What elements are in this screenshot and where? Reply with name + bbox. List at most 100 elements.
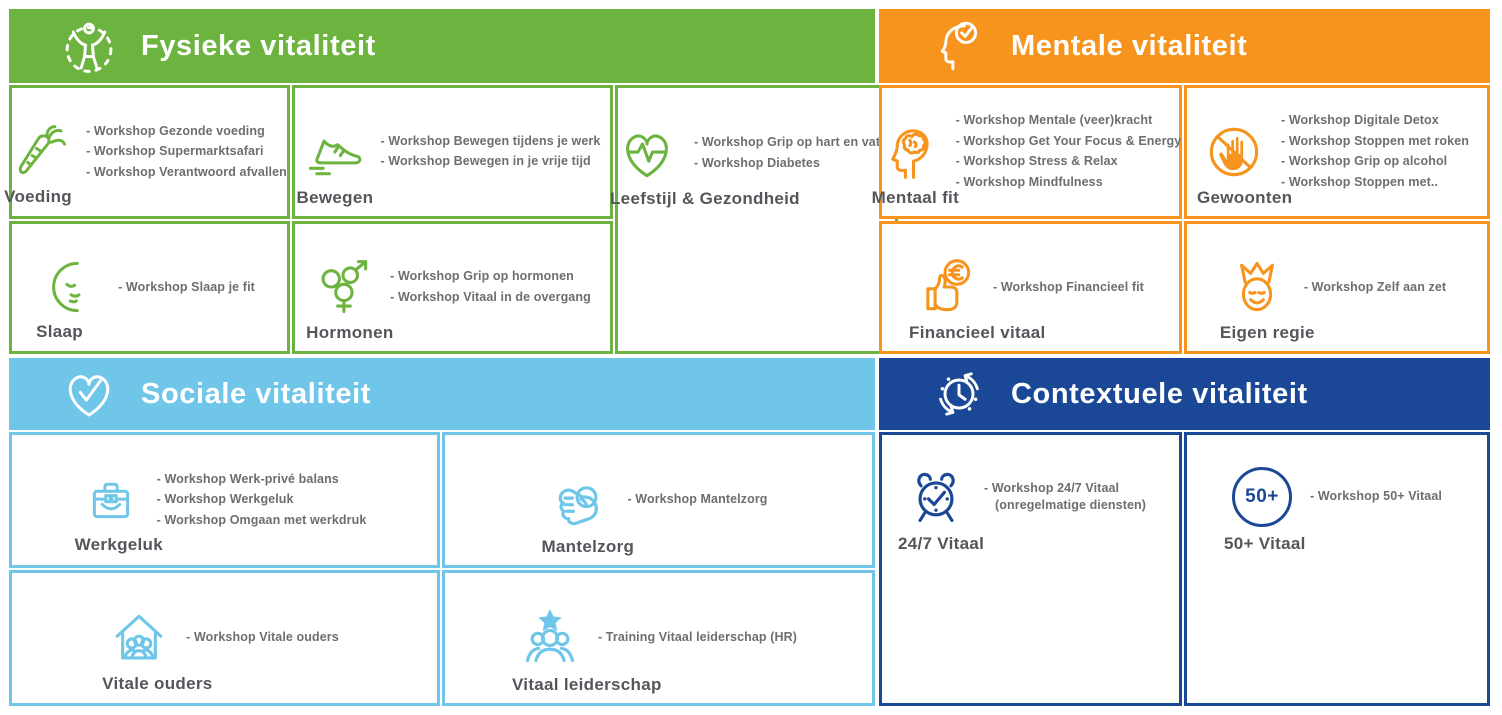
quadrant-title: Fysieke vitaliteit bbox=[141, 29, 376, 62]
crown-face-icon bbox=[1228, 258, 1286, 316]
workshop-list: - Workshop Financieel fit bbox=[993, 279, 1144, 297]
workshop-item: - Workshop Grip op alcohol bbox=[1281, 154, 1448, 169]
category-label: 50+ Vitaal bbox=[1224, 534, 1306, 553]
workshop-item: - Workshop Mentale (veer)kracht bbox=[955, 113, 1153, 128]
workshop-list: - Workshop Slaap je fit bbox=[118, 279, 255, 297]
workshop-item: - Workshop Werkgeluk bbox=[156, 492, 294, 507]
carrot-icon bbox=[12, 124, 68, 180]
category-label: Leefstijl & Gezondheid bbox=[610, 189, 800, 208]
workshop-item: - Workshop Werk-privé balans bbox=[156, 471, 339, 486]
clasped-hands-icon bbox=[549, 470, 609, 530]
workshop-item: - Workshop Omgaan met werkdruk bbox=[156, 512, 367, 527]
cell-bewegen: Bewegen - Workshop Bewegen tijdens je we… bbox=[292, 85, 613, 219]
workshop-list: - Workshop Werk-privé balans - Workshop … bbox=[157, 471, 367, 530]
workshop-item: - Workshop Grip op hormonen bbox=[390, 269, 574, 284]
category-label: Gewoonten bbox=[1197, 187, 1293, 207]
workshop-item: - Workshop Grip op hart en vaten bbox=[694, 135, 895, 149]
category-label: Eigen regie bbox=[1219, 323, 1315, 343]
workshop-item: - Workshop Bewegen tijdens je werk bbox=[380, 133, 601, 148]
workshop-list: - Training Vitaal leiderschap (HR) bbox=[598, 629, 797, 647]
sleep-moon-icon bbox=[44, 259, 100, 315]
workshop-list: - Workshop Grip op hart en vaten - Works… bbox=[694, 134, 895, 172]
head-brain-icon bbox=[880, 123, 938, 181]
cell-50-plus-vitaal: 50+ 50+ Vitaal - Workshop 50+ Vitaal bbox=[1184, 432, 1490, 706]
category-label: Financieel vitaal bbox=[909, 323, 1046, 343]
workshop-list: - Workshop Bewegen tijdens je werk - Wor… bbox=[381, 133, 601, 171]
workshop-item: - Workshop Mindfulness bbox=[955, 174, 1103, 189]
briefcase-smile-icon bbox=[83, 472, 139, 528]
heart-pulse-icon bbox=[618, 124, 676, 182]
workshop-item: - Workshop Gezonde voeding bbox=[86, 123, 265, 138]
workshop-list: - Workshop Vitale ouders bbox=[186, 629, 339, 647]
cell-hormonen: Hormonen - Workshop Grip op hormonen - W… bbox=[292, 220, 613, 354]
quadrant-contextuele-vitaliteit: Contextuele vitaliteit 24/7 Vitaal - Wor… bbox=[879, 358, 1490, 706]
sneaker-icon bbox=[305, 123, 363, 181]
workshop-item: - Workshop Vitaal in de overgang bbox=[390, 289, 591, 304]
stop-hand-icon bbox=[1205, 123, 1263, 181]
workshop-list: - Workshop 24/7 Vitaal (onregelmatige di… bbox=[984, 480, 1155, 515]
workshop-item: - Workshop 24/7 Vitaal (onregelmatige di… bbox=[984, 480, 1147, 513]
clock-arrows-icon bbox=[931, 366, 987, 422]
thumb-euro-icon bbox=[917, 258, 975, 316]
workshop-item: - Workshop Get Your Focus & Energy bbox=[955, 133, 1182, 148]
head-check-icon bbox=[931, 18, 987, 74]
cell-slaap: Slaap - Workshop Slaap je fit bbox=[9, 220, 290, 354]
cell-mantelzorg: Mantelzorg - Workshop Mantelzorg bbox=[442, 432, 875, 568]
quadrant-fysieke-vitaliteit: Fysieke vitaliteit Voeding - Workshop Ge… bbox=[4, 9, 898, 354]
workshop-item: - Workshop Vitale ouders bbox=[186, 630, 339, 645]
workshop-item: - Workshop Stress & Relax bbox=[955, 154, 1118, 169]
workshop-item: - Workshop Supermarktsafari bbox=[86, 144, 264, 158]
workshop-item: - Workshop Stoppen met roken bbox=[1281, 133, 1469, 148]
category-label: Werkgeluk bbox=[74, 535, 163, 554]
category-label: Bewegen bbox=[296, 187, 374, 207]
cell-eigen-regie: Eigen regie - Workshop Zelf aan zet bbox=[1184, 220, 1490, 354]
quadrant-sociale-vitaliteit: Sociale vitaliteit Werkgeluk - Workshop … bbox=[9, 358, 875, 706]
cell-vitale-ouders: Vitale ouders - Workshop Vitale ouders bbox=[9, 570, 440, 706]
house-family-icon bbox=[110, 609, 168, 667]
contextuele-header: Contextuele vitaliteit bbox=[879, 358, 1490, 430]
workshop-item: - Workshop Bewegen in je vrije tijd bbox=[380, 154, 591, 169]
fifty-plus-icon: 50+ bbox=[1232, 467, 1293, 527]
workshop-item: - Workshop Financieel fit bbox=[993, 279, 1144, 294]
team-star-icon bbox=[520, 608, 580, 668]
workshop-list: - Workshop Grip op hormonen - Workshop V… bbox=[390, 268, 591, 306]
cell-24-7-vitaal: 24/7 Vitaal - Workshop 24/7 Vitaal (onre… bbox=[879, 432, 1182, 706]
workshop-item: - Workshop Stoppen met.. bbox=[1281, 174, 1439, 189]
mentale-header: Mentale vitaliteit bbox=[879, 9, 1490, 83]
category-label: Mantelzorg bbox=[541, 537, 635, 556]
fifty-plus-badge-text: 50+ bbox=[1245, 486, 1279, 507]
cell-vitaal-leiderschap: Vitaal leiderschap - Training Vitaal lei… bbox=[442, 570, 875, 706]
workshop-list: - Workshop Mantelzorg bbox=[627, 491, 767, 509]
workshop-list: - Workshop Gezonde voeding - Workshop Su… bbox=[86, 123, 287, 182]
category-label: Vitaal leiderschap bbox=[511, 675, 662, 694]
cell-voeding: Voeding - Workshop Gezonde voeding - Wor… bbox=[4, 85, 290, 219]
quadrant-title: Mentale vitaliteit bbox=[1011, 29, 1248, 62]
workshop-item: - Workshop Verantwoord afvallen bbox=[86, 164, 287, 179]
workshop-item: - Workshop Mantelzorg bbox=[627, 492, 768, 507]
workshop-list: - Workshop 50+ Vitaal bbox=[1310, 488, 1442, 506]
workshop-item: - Workshop Slaap je fit bbox=[118, 279, 255, 294]
workshop-list: - Workshop Zelf aan zet bbox=[1304, 279, 1446, 297]
category-label: Mentaal fit bbox=[871, 187, 960, 207]
cell-mentaal-fit: Mentaal fit - Workshop Mentale (veer)kra… bbox=[872, 85, 1182, 219]
gender-symbols-icon bbox=[314, 258, 372, 316]
vital-person-icon bbox=[61, 18, 117, 74]
category-label: Slaap bbox=[36, 322, 83, 342]
workshop-item: - Training Vitaal leiderschap (HR) bbox=[597, 630, 798, 645]
workshop-item: - Workshop Digitale Detox bbox=[1281, 113, 1439, 128]
cell-financieel-vitaal: Financieel vitaal - Workshop Financieel … bbox=[879, 220, 1182, 354]
workshop-item: - Workshop 50+ Vitaal bbox=[1310, 489, 1442, 504]
workshop-list: - Workshop Mentale (veer)kracht - Worksh… bbox=[956, 112, 1182, 191]
sociale-header: Sociale vitaliteit bbox=[9, 358, 875, 430]
workshop-list: - Workshop Digitale Detox - Workshop Sto… bbox=[1281, 112, 1469, 191]
workshop-item: - Workshop Zelf aan zet bbox=[1303, 279, 1447, 294]
heart-check-icon bbox=[61, 366, 117, 422]
category-label: Vitale ouders bbox=[102, 674, 213, 693]
quadrant-title: Sociale vitaliteit bbox=[141, 377, 371, 410]
category-label: Voeding bbox=[4, 186, 72, 206]
workshop-item: - Workshop Diabetes bbox=[694, 155, 820, 170]
category-label: Hormonen bbox=[306, 323, 394, 343]
category-label: 24/7 Vitaal bbox=[898, 534, 985, 553]
fysieke-header: Fysieke vitaliteit bbox=[9, 9, 875, 83]
